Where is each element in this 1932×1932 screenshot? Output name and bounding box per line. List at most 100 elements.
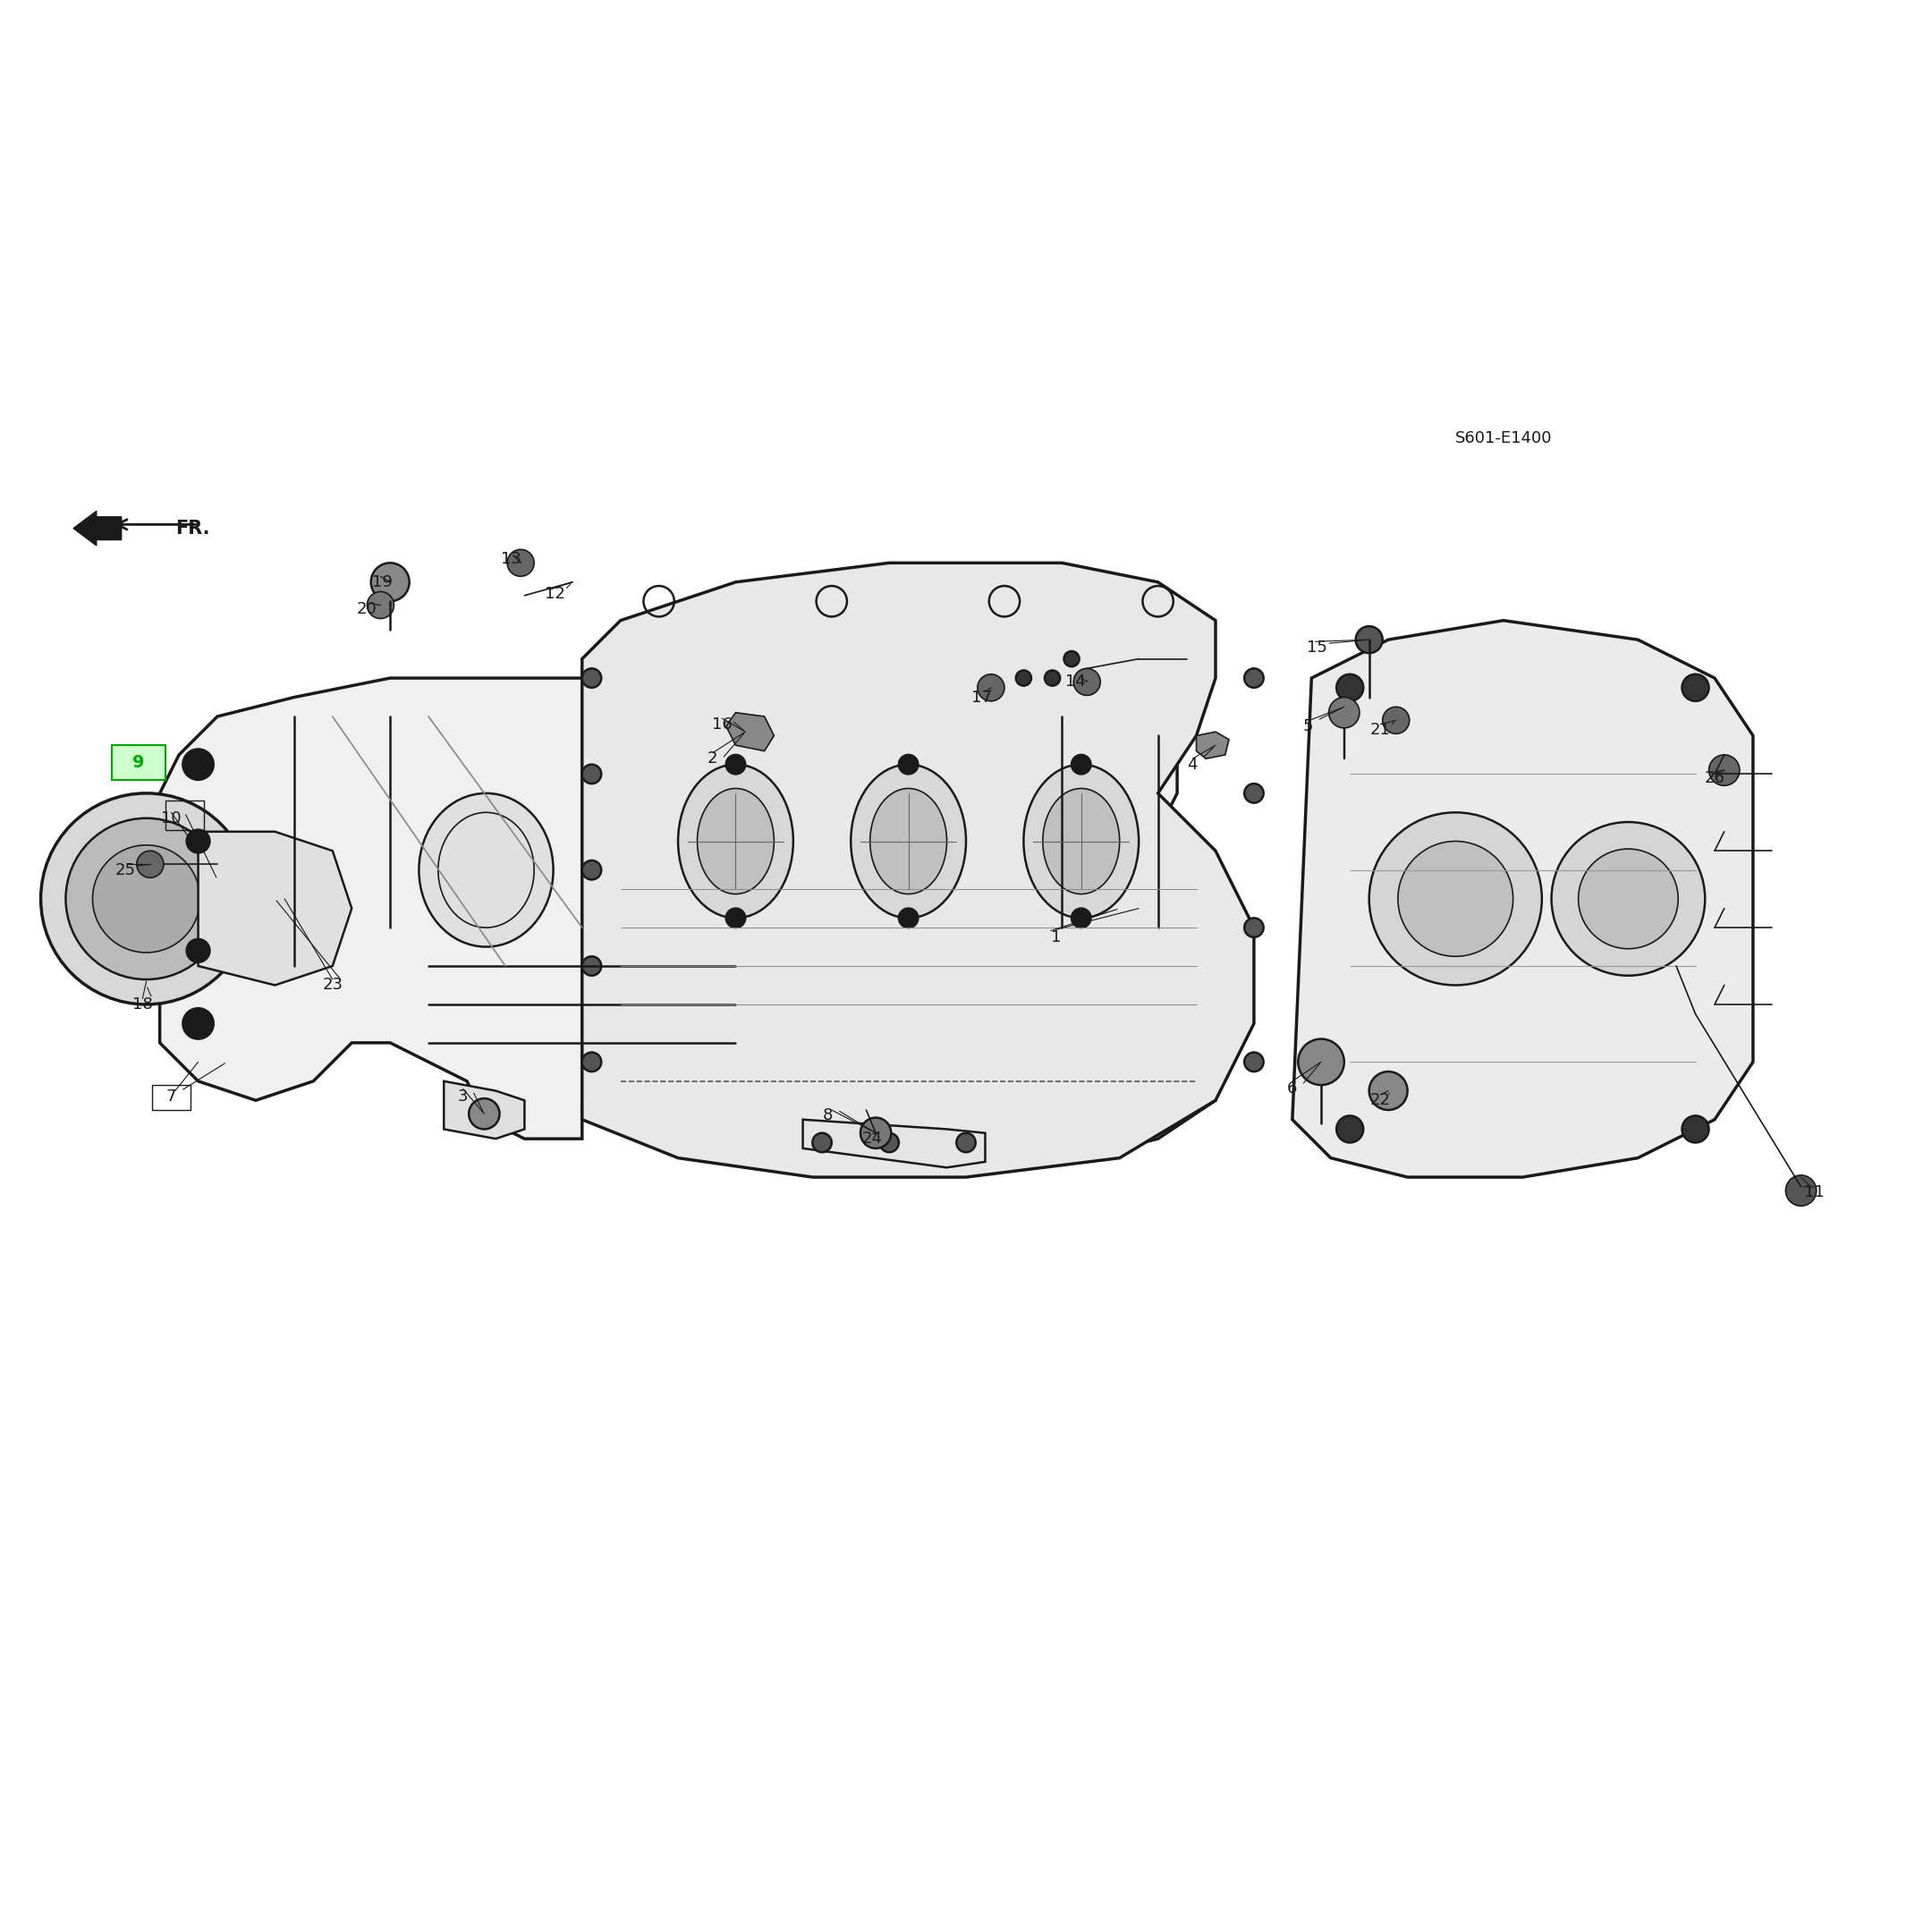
Polygon shape	[1293, 620, 1752, 1177]
Circle shape	[1370, 1072, 1408, 1111]
Text: 19: 19	[373, 574, 392, 589]
Circle shape	[187, 829, 211, 852]
Text: 4: 4	[1188, 757, 1198, 773]
Text: 7: 7	[166, 1088, 176, 1105]
Text: 15: 15	[1308, 639, 1327, 655]
Circle shape	[898, 908, 918, 927]
Circle shape	[1244, 668, 1264, 688]
Text: 1: 1	[1051, 929, 1061, 945]
Ellipse shape	[611, 794, 746, 947]
Bar	[153, 1086, 191, 1111]
Circle shape	[187, 939, 211, 962]
Text: FR.: FR.	[176, 520, 209, 537]
Circle shape	[1065, 651, 1080, 667]
Circle shape	[1244, 918, 1264, 937]
Circle shape	[1683, 674, 1710, 701]
Text: 25: 25	[114, 862, 135, 877]
Circle shape	[1578, 848, 1679, 949]
Circle shape	[978, 674, 1005, 701]
Circle shape	[469, 1099, 500, 1128]
Text: 10: 10	[160, 810, 182, 827]
Circle shape	[1356, 626, 1383, 653]
Polygon shape	[1196, 732, 1229, 759]
Ellipse shape	[869, 788, 947, 895]
Circle shape	[184, 1009, 214, 1039]
Text: 21: 21	[1370, 723, 1391, 738]
Circle shape	[1551, 821, 1706, 976]
Circle shape	[1337, 674, 1364, 701]
Circle shape	[1370, 813, 1542, 985]
Circle shape	[1074, 668, 1101, 696]
Text: 18: 18	[131, 997, 153, 1012]
Circle shape	[1142, 1009, 1173, 1039]
Circle shape	[582, 765, 601, 784]
Text: 22: 22	[1370, 1092, 1391, 1109]
Polygon shape	[582, 562, 1254, 1177]
Bar	[112, 746, 166, 781]
Text: 2: 2	[707, 752, 719, 767]
Text: 13: 13	[500, 551, 522, 568]
Circle shape	[582, 956, 601, 976]
Circle shape	[508, 549, 533, 576]
Circle shape	[137, 850, 164, 877]
Circle shape	[582, 668, 601, 688]
Circle shape	[582, 860, 601, 879]
Circle shape	[184, 750, 214, 781]
Text: 17: 17	[972, 690, 991, 705]
Circle shape	[1142, 750, 1173, 781]
Text: 11: 11	[1804, 1184, 1824, 1200]
Text: 6: 6	[1287, 1080, 1298, 1097]
Circle shape	[1383, 707, 1410, 734]
Circle shape	[1045, 670, 1061, 686]
Text: 8: 8	[823, 1107, 833, 1124]
Ellipse shape	[697, 788, 775, 895]
Text: 5: 5	[1302, 719, 1314, 734]
Text: 23: 23	[323, 978, 342, 993]
Circle shape	[1072, 908, 1092, 927]
Circle shape	[66, 817, 226, 980]
Text: 26: 26	[1704, 769, 1725, 786]
Circle shape	[956, 1132, 976, 1151]
Ellipse shape	[850, 765, 966, 918]
Circle shape	[1337, 1115, 1364, 1142]
Circle shape	[879, 1132, 898, 1151]
Text: S601-E1400: S601-E1400	[1455, 431, 1551, 446]
Text: 12: 12	[545, 585, 566, 601]
Circle shape	[1329, 697, 1360, 728]
Circle shape	[813, 1132, 831, 1151]
Text: 9: 9	[133, 753, 145, 771]
Ellipse shape	[1043, 788, 1119, 895]
Circle shape	[1298, 1039, 1345, 1086]
Circle shape	[1710, 755, 1739, 786]
Ellipse shape	[678, 765, 794, 918]
Circle shape	[1016, 670, 1032, 686]
Circle shape	[1785, 1175, 1816, 1206]
Circle shape	[371, 562, 410, 601]
Circle shape	[41, 794, 251, 1005]
Polygon shape	[199, 831, 352, 985]
Circle shape	[726, 755, 746, 775]
Text: 3: 3	[458, 1088, 468, 1105]
Polygon shape	[804, 1119, 985, 1167]
FancyArrow shape	[73, 512, 122, 545]
Polygon shape	[444, 1082, 524, 1138]
Ellipse shape	[784, 794, 918, 947]
Text: 14: 14	[1065, 674, 1086, 690]
Ellipse shape	[419, 794, 553, 947]
Ellipse shape	[1024, 765, 1138, 918]
Circle shape	[1399, 840, 1513, 956]
Circle shape	[93, 844, 201, 952]
Circle shape	[726, 908, 746, 927]
Circle shape	[860, 1117, 891, 1148]
Text: 20: 20	[357, 601, 377, 616]
Polygon shape	[160, 659, 1215, 1157]
Text: 24: 24	[862, 1130, 883, 1148]
Circle shape	[898, 755, 918, 775]
Bar	[166, 802, 205, 829]
Text: 16: 16	[713, 717, 732, 732]
Polygon shape	[726, 713, 775, 752]
Circle shape	[1244, 784, 1264, 804]
Circle shape	[582, 1053, 601, 1072]
Circle shape	[1244, 1053, 1264, 1072]
Circle shape	[1072, 755, 1092, 775]
